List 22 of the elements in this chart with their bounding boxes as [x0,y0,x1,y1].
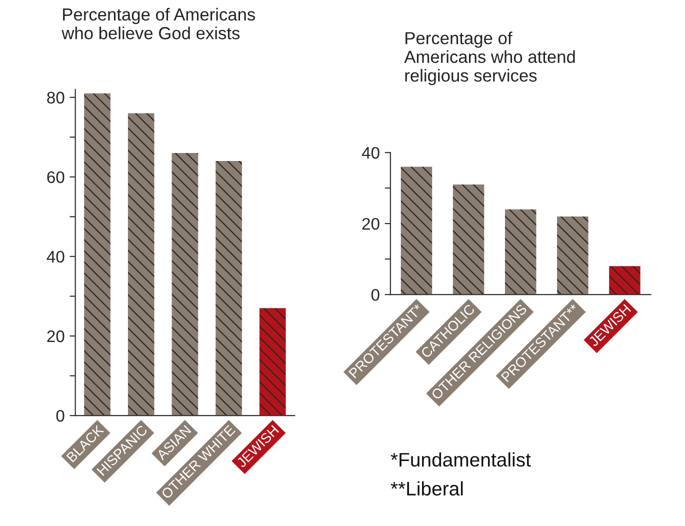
y-tick-label: 20 [362,218,380,230]
bar [259,308,286,416]
bar [216,161,242,416]
y-tick-label: 20 [47,330,64,342]
bar [128,113,154,416]
text: **Liberal [390,481,463,496]
bar [504,209,536,295]
chart-title: Percentage of Americans who attend religious services [404,32,575,86]
bar [400,166,432,295]
y-tick-label: 60 [47,171,64,184]
y-tick-label: 80 [47,92,64,104]
bar [609,266,640,295]
y-tick-label: 0 [371,288,380,301]
y-tick-label: 40 [46,250,64,263]
chart-title: Percentage of Americans who believe God exists [62,8,255,40]
bar [557,216,588,295]
bar [172,153,198,416]
y-tick-label: 40 [362,146,380,159]
text: *Fundamentalist [390,452,531,467]
bar [84,93,110,416]
y-tick-label: 0 [56,410,64,422]
bar [452,184,484,295]
